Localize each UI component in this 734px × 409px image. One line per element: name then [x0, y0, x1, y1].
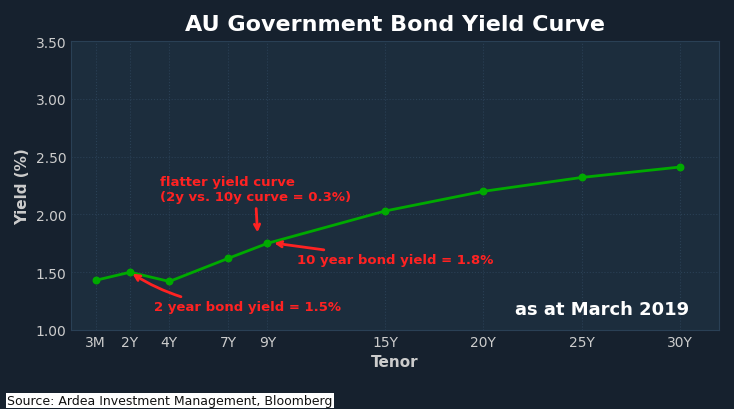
Point [222, 256, 234, 262]
Text: 10 year bond yield = 1.8%: 10 year bond yield = 1.8% [277, 242, 493, 266]
Text: Source: Ardea Investment Management, Bloomberg: Source: Ardea Investment Management, Blo… [7, 394, 333, 407]
Point [575, 175, 587, 181]
Text: flatter yield curve
(2y vs. 10y curve = 0.3%): flatter yield curve (2y vs. 10y curve = … [159, 175, 351, 230]
Point [261, 240, 273, 247]
Text: 2 year bond yield = 1.5%: 2 year bond yield = 1.5% [135, 276, 341, 314]
Title: AU Government Bond Yield Curve: AU Government Bond Yield Curve [185, 15, 605, 35]
Y-axis label: Yield (%): Yield (%) [15, 148, 30, 225]
Point [164, 279, 175, 285]
Point [379, 208, 391, 215]
Point [478, 189, 490, 195]
Point [90, 277, 101, 284]
Text: as at March 2019: as at March 2019 [515, 301, 689, 319]
Point [674, 164, 686, 171]
Point [124, 269, 136, 276]
X-axis label: Tenor: Tenor [371, 355, 419, 369]
